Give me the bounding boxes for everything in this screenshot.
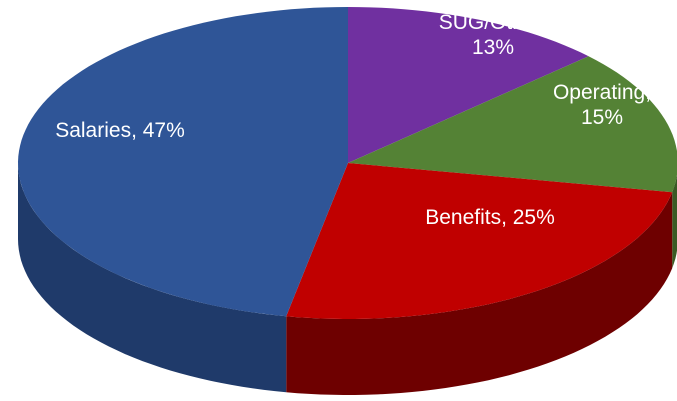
data-label: SUG/Other, 13%	[438, 11, 548, 59]
slice-side	[286, 192, 673, 395]
slice-side	[672, 174, 677, 269]
data-label: Operating, 15%	[552, 81, 652, 129]
slice	[348, 7, 589, 163]
data-label-text: SUG/Other, 13%	[438, 11, 548, 59]
slice-side	[18, 163, 287, 393]
data-label-text: Salaries, 47%	[55, 119, 185, 142]
slice	[348, 56, 677, 193]
data-label-text: Benefits, 25%	[425, 206, 555, 229]
data-label: Benefits, 25%	[425, 206, 555, 229]
data-label: Salaries, 47%	[55, 119, 185, 142]
data-label-text: Operating, 15%	[552, 81, 652, 129]
slice	[18, 7, 348, 317]
slice	[286, 163, 673, 319]
